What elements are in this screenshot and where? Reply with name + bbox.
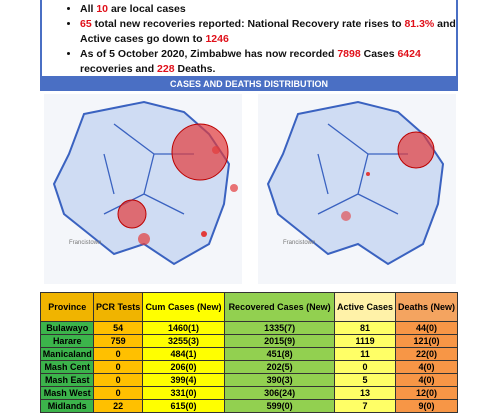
- table-cell: 1460(1): [141, 321, 226, 335]
- table-cell: 7: [334, 399, 397, 413]
- table-row: Mash East 0 399(4) 390(3) 5 4(0): [39, 373, 458, 387]
- table-cell: 81: [334, 321, 397, 335]
- bullet-text: are local cases: [108, 3, 186, 15]
- table-cell: 22(0): [395, 347, 458, 361]
- bullet-box: All 10 are local cases65 total new recov…: [40, 0, 458, 78]
- table-cell: 9(0): [395, 399, 458, 413]
- table-row: Mash Cent 0 206(0) 202(5) 0 4(0): [39, 360, 458, 374]
- bubble: [201, 231, 207, 237]
- table-cell: 22: [93, 399, 143, 413]
- table-cell: 13: [334, 386, 397, 400]
- bullet-text: Deaths.: [174, 63, 216, 75]
- place-label: Francistown: [69, 240, 101, 246]
- table-cell: 206(0): [141, 360, 226, 374]
- table-row: Manicaland 0 484(1) 451(8) 11 22(0): [39, 347, 458, 361]
- table-cell: 399(4): [141, 373, 226, 387]
- section-title: CASES AND DEATHS DISTRIBUTION: [40, 78, 458, 91]
- table-cell: 1335(7): [224, 321, 336, 335]
- bubble: [138, 233, 150, 245]
- header-cell: Active Cases: [334, 292, 397, 322]
- table-cell: 0: [93, 386, 143, 400]
- table-cell: 0: [93, 360, 143, 374]
- bubble: [230, 184, 238, 192]
- table-cell: 2015(9): [224, 334, 336, 348]
- bubble: [212, 146, 220, 154]
- province-borders: [103, 123, 194, 215]
- table-cell: 4(0): [395, 360, 458, 374]
- table-cell: 390(3): [224, 373, 336, 387]
- bullet: 65 total new recoveries reported: Nation…: [80, 17, 456, 47]
- table-cell: Midlands: [39, 399, 95, 413]
- bulawayo-bubble: [341, 211, 351, 221]
- header-cell: Province: [39, 292, 95, 322]
- header-cell: PCR Tests: [93, 292, 143, 322]
- table-cell: 615(0): [141, 399, 226, 413]
- bullet-text: 7898: [337, 48, 361, 60]
- table-cell: 3255(3): [141, 334, 226, 348]
- table-cell: Mash East: [39, 373, 95, 387]
- table-cell: 0: [93, 373, 143, 387]
- bullet-text: and Active cases go down to: [80, 18, 456, 45]
- header-cell: Cum Cases (New): [141, 292, 226, 322]
- bullet: As of 5 October 2020, Zimbabwe has now r…: [80, 47, 456, 77]
- table-cell: 331(0): [141, 386, 226, 400]
- bullet-text: total new recoveries reported: National …: [91, 18, 405, 30]
- table-cell: 121(0): [395, 334, 458, 348]
- table-cell: Bulawayo: [39, 321, 95, 335]
- table-cell: 12(0): [395, 386, 458, 400]
- bullet-text: 228: [157, 63, 175, 75]
- table-cell: 44(0): [395, 321, 458, 335]
- bullet-text: Cases: [360, 48, 398, 60]
- table-cell: 0: [334, 360, 397, 374]
- header-row: Province PCR Tests Cum Cases (New) Recovere…: [39, 292, 458, 322]
- bullet: All 10 are local cases: [80, 2, 456, 17]
- table-cell: Harare: [39, 334, 95, 348]
- header-cell: Recovered Cases (New): [224, 292, 336, 322]
- table-cell: 599(0): [224, 399, 336, 413]
- header-cell: Deaths (New): [395, 292, 458, 322]
- place-label: Francistown: [283, 240, 315, 246]
- table-cell: Mash West: [39, 386, 95, 400]
- table-row: Midlands 22 615(0) 599(0) 7 9(0): [39, 399, 458, 413]
- table-cell: 11: [334, 347, 397, 361]
- table-row: Harare 759 3255(3) 2015(9) 1119 121(0): [39, 334, 458, 348]
- table-cell: 0: [93, 347, 143, 361]
- bullet-text: As of 5 October 2020, Zimbabwe has now r…: [80, 48, 338, 60]
- table-cell: 4(0): [395, 373, 458, 387]
- table-cell: 202(5): [224, 360, 336, 374]
- bulawayo-bubble: [117, 199, 147, 229]
- table-row: Mash West 0 331(0) 306(24) 13 12(0): [39, 386, 458, 400]
- table-cell: Mash Cent: [39, 360, 95, 374]
- bullet-text: recoveries and: [80, 63, 158, 75]
- province-table: Province PCR Tests Cum Cases (New) Recovere…: [39, 292, 458, 413]
- table-cell: 759: [93, 334, 143, 348]
- bullet-text: 81.3%: [404, 18, 435, 30]
- bullet-list: All 10 are local cases65 total new recov…: [42, 2, 456, 77]
- bubble: [366, 172, 370, 176]
- bullet-text: 6424: [397, 48, 421, 60]
- table-cell: Manicaland: [39, 347, 95, 361]
- table-cell: 54: [93, 321, 143, 335]
- table-cell: 451(8): [224, 347, 336, 361]
- harare-bubble: [397, 131, 435, 169]
- table-row: Bulawayo 54 1460(1) 1335(7) 81 44(0): [39, 321, 458, 335]
- province-borders: [317, 123, 408, 215]
- map-right: Francistown: [258, 94, 456, 284]
- harare-bubble: [171, 123, 229, 181]
- map-left: Francistown: [44, 94, 242, 284]
- table-cell: 484(1): [141, 347, 226, 361]
- bullet-text: 65: [80, 18, 92, 30]
- table-cell: 306(24): [224, 386, 336, 400]
- bullet-text: 10: [96, 3, 109, 15]
- table-cell: 5: [334, 373, 397, 387]
- bullet-text: 1246: [205, 33, 229, 45]
- table-cell: 1119: [334, 334, 397, 348]
- bullet-text: All: [80, 3, 97, 15]
